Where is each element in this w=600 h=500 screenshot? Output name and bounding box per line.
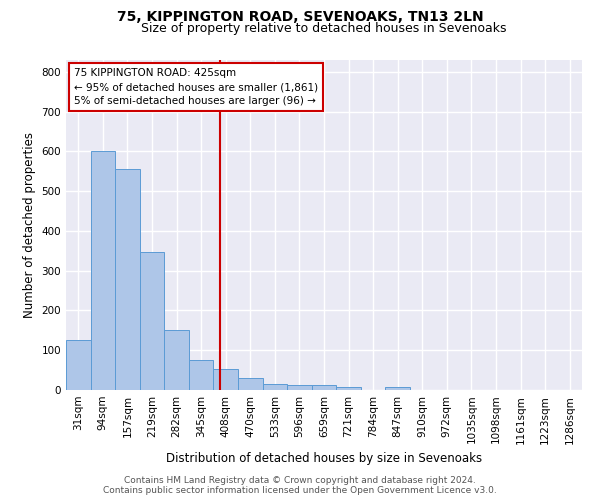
Bar (91, 152, 115, 390)
Bar (189, 360, 214, 390)
Bar (238, 378, 263, 390)
Bar (115, 170, 140, 390)
Bar (140, 252, 164, 390)
Bar (164, 330, 189, 390)
Text: 75, KIPPINGTON ROAD, SEVENOAKS, TN13 2LN: 75, KIPPINGTON ROAD, SEVENOAKS, TN13 2LN (116, 10, 484, 24)
Text: 75 KIPPINGTON ROAD: 425sqm
← 95% of detached houses are smaller (1,861)
5% of se: 75 KIPPINGTON ROAD: 425sqm ← 95% of deta… (74, 68, 318, 106)
Bar (214, 370, 238, 390)
Bar (385, 387, 410, 390)
Bar (336, 387, 361, 390)
Text: Contains HM Land Registry data © Crown copyright and database right 2024.
Contai: Contains HM Land Registry data © Crown c… (103, 476, 497, 495)
X-axis label: Distribution of detached houses by size in Sevenoaks: Distribution of detached houses by size … (166, 452, 482, 465)
Y-axis label: Number of detached properties: Number of detached properties (23, 132, 36, 318)
Title: Size of property relative to detached houses in Sevenoaks: Size of property relative to detached ho… (141, 22, 507, 35)
Bar (287, 385, 312, 390)
Bar (312, 385, 336, 390)
Bar (263, 384, 287, 390)
Bar (66, 340, 91, 390)
